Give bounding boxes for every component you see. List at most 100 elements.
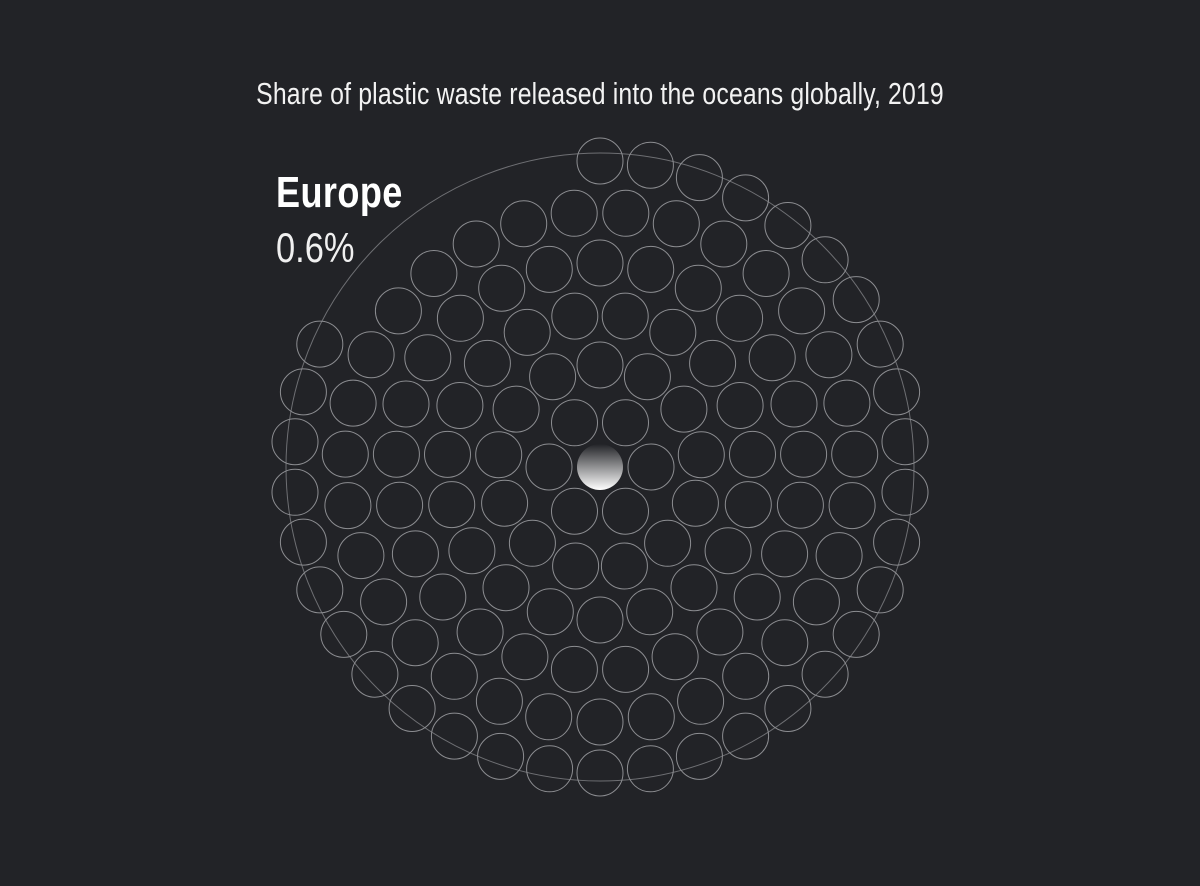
unit-dot [873,518,921,566]
unit-dot [347,331,395,379]
unit-dot [689,339,737,387]
unit-dot [410,250,458,297]
chart-title: Share of plastic waste released into the… [256,76,944,111]
unit-dot [271,418,319,466]
unit-dot [576,137,624,185]
unit-dot [376,481,424,529]
unit-dot [805,331,853,379]
unit-dot [722,652,770,700]
unit-dot [436,294,484,342]
unit-dot [271,468,319,516]
unit-dot [626,141,674,189]
highlighted-unit-dot [577,444,623,490]
unit-dot [279,518,327,566]
unit-dot [651,633,699,681]
unit-dot [881,418,929,466]
unit-dot [722,174,770,222]
unit-dot [448,527,496,575]
unit-dot [742,250,790,297]
unit-dot [436,382,484,429]
unit-dot [602,487,649,535]
unit-dot [831,430,879,478]
unit-dot [764,202,812,249]
unit-dot [329,379,377,427]
unit-dot [677,677,725,725]
unit-dot [677,431,725,479]
unit-dot [780,430,828,478]
unit-dot [482,564,530,612]
unit-dot [815,532,863,580]
unit-dot [296,320,344,368]
unit-dot [475,431,523,479]
unit-dot [525,245,573,293]
unit-dot [388,685,436,732]
unit-dot [764,685,812,732]
unit-dot [600,542,648,590]
unit-dot [873,368,921,416]
unit-dot [576,698,624,746]
unit-dot [652,200,700,248]
unit-dot [351,650,399,698]
unit-dot [526,588,574,636]
unit-dot [576,341,624,389]
unit-dot [832,276,880,324]
unit-dot [419,573,467,621]
unit-dot [671,479,719,527]
unit-dot [463,339,511,387]
unit-dot [430,652,478,700]
unit-dot [551,487,598,535]
unit-dot [823,379,871,427]
unit-dot [696,608,744,656]
unit-dot [832,610,880,658]
unit-dot [576,749,624,797]
unit-dot [296,566,344,614]
unit-dot [778,287,826,335]
unit-dot [372,430,420,478]
unit-dot [729,430,776,478]
unit-dot [761,619,809,667]
unit-dot [551,292,599,340]
unit-dot [525,693,573,741]
unit-dot [776,481,824,529]
unit-dot [391,530,439,578]
unit-dot [700,220,748,268]
unit-dot [856,320,904,368]
unit-dot [279,368,327,416]
unit-dot [503,308,551,356]
unit-dot [391,619,439,667]
unit-dot [761,530,809,578]
unit-dot [321,430,369,478]
unit-dot [660,385,708,433]
unit-dot [337,532,385,580]
unit-dot [801,236,849,284]
share-value: 0.6% [276,224,355,271]
unit-dot [626,588,674,636]
region-label: Europe [276,168,403,217]
unit-dot [324,482,372,530]
unit-dot [360,578,408,626]
unit-dot [500,200,548,248]
unit-dot [551,399,598,447]
unit-dot [627,245,675,293]
unit-dot [404,334,452,382]
dot-layer [271,137,929,797]
unit-dot [501,633,549,681]
unit-dot [481,479,529,527]
unit-dot [722,712,770,760]
unit-dot [675,732,723,780]
unit-dot [430,712,478,760]
unit-dot [623,353,671,401]
unit-dot [475,677,523,725]
unit-dot [649,308,697,356]
unit-dot [374,287,422,335]
unit-dot [424,430,471,478]
unit-dot [602,645,650,693]
unit-dot [670,564,718,612]
unit-dot [456,608,504,656]
unit-dot [477,732,525,780]
unit-dot [576,239,624,287]
unit-dot [576,596,624,644]
unit-dot [675,154,723,202]
outer-ring [285,152,915,782]
